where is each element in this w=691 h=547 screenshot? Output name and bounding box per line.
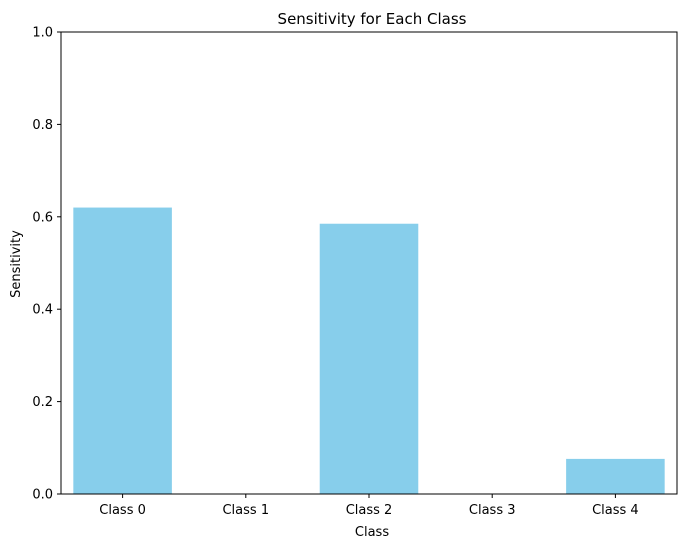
y-tick-label: 1.0: [32, 26, 53, 41]
x-tick-label: Class 3: [469, 503, 516, 518]
plot-area-frame: [60, 31, 678, 495]
bars-group: [73, 207, 665, 495]
y-axis-ticks: 0.0 0.2 0.4 0.6 0.8 1.0: [32, 26, 61, 503]
x-tick-label: Class 1: [222, 503, 269, 518]
y-tick-label: 0.0: [32, 488, 53, 503]
x-axis-title: Class: [355, 525, 389, 540]
x-tick-label: Class 2: [346, 503, 393, 518]
chart-title: Sensitivity for Each Class: [278, 10, 467, 28]
y-tick-label: 0.2: [32, 395, 53, 410]
bar-class-0: [73, 207, 172, 494]
y-axis-title: Sensitivity: [9, 230, 24, 298]
y-tick-label: 0.6: [32, 210, 53, 225]
x-tick-label: Class 0: [99, 503, 146, 518]
bar-class-2: [319, 223, 419, 495]
y-tick-label: 0.4: [32, 303, 53, 318]
x-axis-ticks: Class 0 Class 1 Class 2 Class 3 Class 4: [99, 494, 639, 518]
x-tick-label: Class 4: [592, 503, 639, 518]
bar-class-4: [566, 458, 665, 494]
y-tick-label: 0.8: [32, 118, 53, 133]
